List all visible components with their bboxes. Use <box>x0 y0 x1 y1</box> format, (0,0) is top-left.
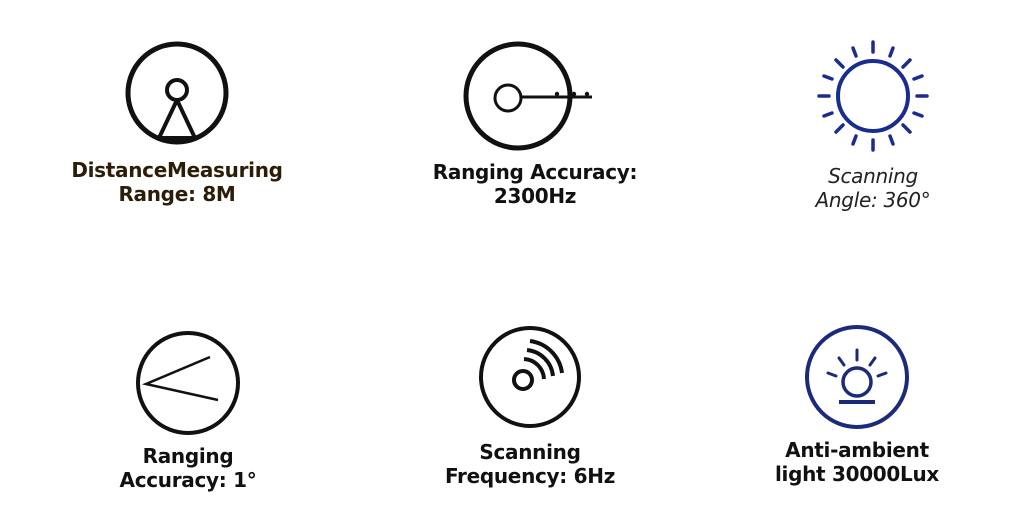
caption-line-2: light 30000Lux <box>774 462 940 486</box>
feature-angular-accuracy: Ranging Accuracy: 1° <box>83 328 293 492</box>
caption-line-2: 2300Hz <box>493 184 577 208</box>
feature-caption: Scanning Frequency: 6Hz <box>445 440 615 488</box>
feature-distance-range: DistanceMeasuring Range: 8M <box>62 38 292 206</box>
feature-caption: Ranging Accuracy: 2300Hz <box>432 160 638 208</box>
caption-line-2: Angle: 360° <box>815 188 931 212</box>
feature-caption: Scanning Angle: 360° <box>816 164 931 212</box>
feature-ranging-frequency: Ranging Accuracy: 2300Hz <box>420 40 650 208</box>
sun-icon <box>817 40 929 152</box>
angle-icon <box>136 331 240 435</box>
caption-line-1: Anti-ambient <box>785 438 929 462</box>
caption-line-2: Range: 8M <box>118 182 236 206</box>
feature-caption: Ranging Accuracy: 1° <box>120 444 257 492</box>
feature-caption: Anti-ambient light 30000Lux <box>775 438 939 486</box>
radar-tower-icon <box>125 41 229 145</box>
feature-scan-angle: Scanning Angle: 360° <box>768 38 978 212</box>
caption-line-1: Scanning <box>479 440 581 464</box>
signal-waves-icon <box>479 326 581 428</box>
ambient-light-icon <box>805 325 909 429</box>
laser-target-icon <box>463 41 592 151</box>
caption-line-2: Frequency: 6Hz <box>444 464 616 488</box>
feature-ambient-light: Anti-ambient light 30000Lux <box>752 322 962 486</box>
caption-line-2: Accuracy: 1° <box>119 468 257 492</box>
caption-line-1: Ranging <box>142 444 234 468</box>
caption-line-1: Ranging Accuracy: <box>432 160 638 184</box>
caption-line-1: Scanning <box>828 164 918 188</box>
feature-caption: DistanceMeasuring Range: 8M <box>71 158 283 206</box>
feature-scan-frequency: Scanning Frequency: 6Hz <box>425 322 635 488</box>
caption-line-1: DistanceMeasuring <box>71 158 283 182</box>
